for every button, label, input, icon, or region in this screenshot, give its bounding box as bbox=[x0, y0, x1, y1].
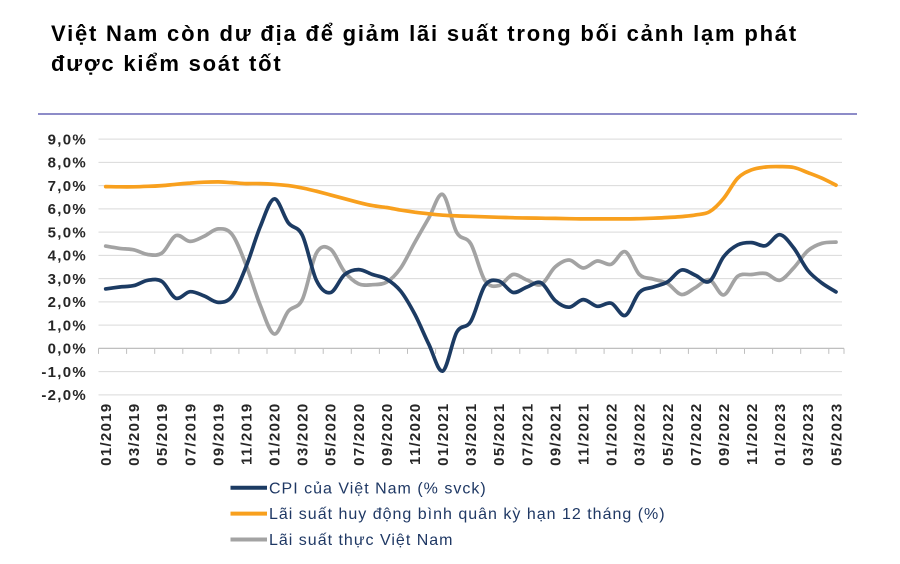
svg-text:11/2022: 11/2022 bbox=[744, 403, 761, 466]
svg-text:11/2019: 11/2019 bbox=[238, 403, 255, 466]
svg-text:-1,0%: -1,0% bbox=[41, 364, 87, 381]
svg-text:-2,0%: -2,0% bbox=[41, 387, 87, 404]
svg-text:01/2021: 01/2021 bbox=[435, 403, 452, 466]
svg-text:11/2021: 11/2021 bbox=[576, 403, 593, 466]
svg-text:05/2021: 05/2021 bbox=[491, 403, 508, 466]
svg-text:03/2022: 03/2022 bbox=[632, 403, 649, 466]
svg-text:6,0%: 6,0% bbox=[48, 201, 87, 218]
svg-text:03/2019: 03/2019 bbox=[126, 403, 143, 466]
svg-text:07/2022: 07/2022 bbox=[688, 403, 705, 466]
svg-text:Lãi suất huy động bình quân kỳ: Lãi suất huy động bình quân kỳ hạn 12 th… bbox=[269, 506, 666, 523]
svg-text:07/2020: 07/2020 bbox=[351, 403, 368, 466]
svg-text:7,0%: 7,0% bbox=[48, 178, 87, 195]
svg-text:09/2021: 09/2021 bbox=[547, 403, 564, 466]
svg-text:09/2022: 09/2022 bbox=[716, 403, 733, 466]
svg-text:01/2020: 01/2020 bbox=[267, 403, 284, 466]
svg-text:01/2022: 01/2022 bbox=[604, 403, 621, 466]
svg-text:05/2023: 05/2023 bbox=[828, 403, 845, 466]
svg-text:4,0%: 4,0% bbox=[48, 248, 87, 265]
svg-text:3,0%: 3,0% bbox=[48, 271, 87, 288]
svg-text:05/2022: 05/2022 bbox=[660, 403, 677, 466]
svg-text:07/2021: 07/2021 bbox=[519, 403, 536, 466]
svg-text:05/2019: 05/2019 bbox=[154, 403, 171, 466]
svg-text:09/2020: 09/2020 bbox=[379, 403, 396, 466]
svg-text:9,0%: 9,0% bbox=[48, 131, 87, 148]
svg-text:03/2021: 03/2021 bbox=[463, 403, 480, 466]
svg-text:CPI của Việt Nam (% svck): CPI của Việt Nam (% svck) bbox=[269, 480, 487, 497]
svg-text:2,0%: 2,0% bbox=[48, 294, 87, 311]
svg-text:01/2019: 01/2019 bbox=[98, 403, 115, 466]
svg-text:05/2020: 05/2020 bbox=[323, 403, 340, 466]
svg-text:8,0%: 8,0% bbox=[48, 155, 87, 172]
svg-text:1,0%: 1,0% bbox=[48, 317, 87, 334]
svg-text:5,0%: 5,0% bbox=[48, 224, 87, 241]
svg-text:01/2023: 01/2023 bbox=[772, 403, 789, 466]
svg-text:0,0%: 0,0% bbox=[48, 341, 87, 358]
svg-text:11/2020: 11/2020 bbox=[407, 403, 424, 466]
svg-text:Lãi suất thực Việt Nam: Lãi suất thực Việt Nam bbox=[269, 532, 454, 549]
svg-text:09/2019: 09/2019 bbox=[210, 403, 227, 466]
svg-text:07/2019: 07/2019 bbox=[182, 403, 199, 466]
svg-text:03/2020: 03/2020 bbox=[295, 403, 312, 466]
svg-text:03/2023: 03/2023 bbox=[800, 403, 817, 466]
